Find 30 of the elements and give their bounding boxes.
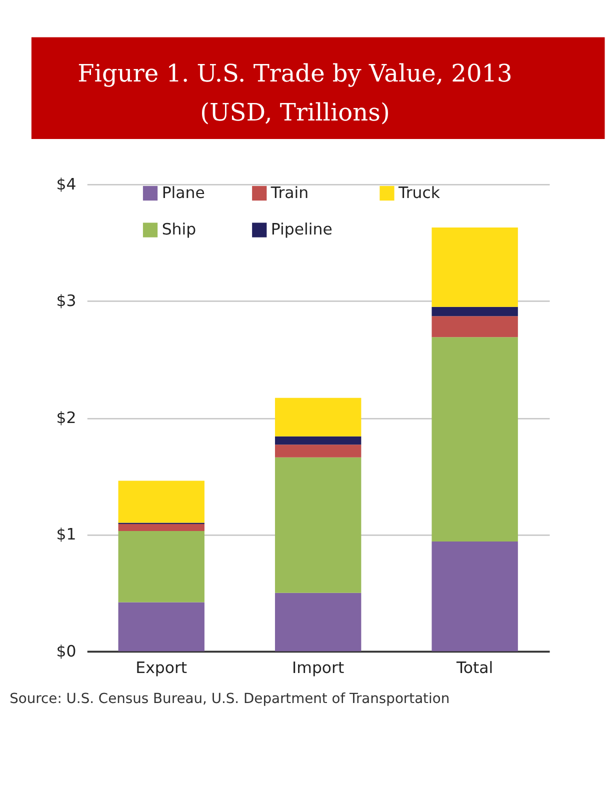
legend-label: Truck [398, 182, 441, 202]
legend-label: Train [270, 182, 309, 202]
x-tick-label: Total [455, 658, 494, 677]
legend-label: Ship [162, 220, 196, 239]
bar [432, 316, 518, 338]
bar [274, 436, 362, 445]
legend-label: Pipeline [270, 220, 332, 239]
bar [274, 398, 362, 436]
x-tick-label: Import [292, 658, 344, 677]
source-note: Source: U.S. Census Bureau, U.S. Department of Transportation [10, 691, 450, 708]
x-tick-label: Export [136, 658, 188, 677]
bar [432, 337, 518, 542]
y-tick-label: $0 [56, 641, 76, 660]
chart-subtitle: (USD, Trillions) [200, 98, 390, 126]
bar [118, 524, 204, 531]
y-tick-label: $3 [56, 291, 76, 310]
bar [274, 457, 362, 593]
bar [432, 541, 518, 652]
legend-label: Plane [162, 182, 205, 202]
bar [274, 592, 362, 652]
chart-title: Figure 1. U.S. Trade by Value, 2013 [78, 60, 512, 88]
bar [118, 480, 204, 523]
bar [432, 306, 518, 316]
y-tick-label: $1 [56, 524, 76, 544]
y-tick-label: $2 [56, 408, 76, 427]
bar [118, 530, 204, 602]
y-tick-label: $4 [56, 174, 76, 194]
bar [432, 227, 518, 307]
bar [118, 602, 204, 652]
bar [274, 444, 362, 458]
